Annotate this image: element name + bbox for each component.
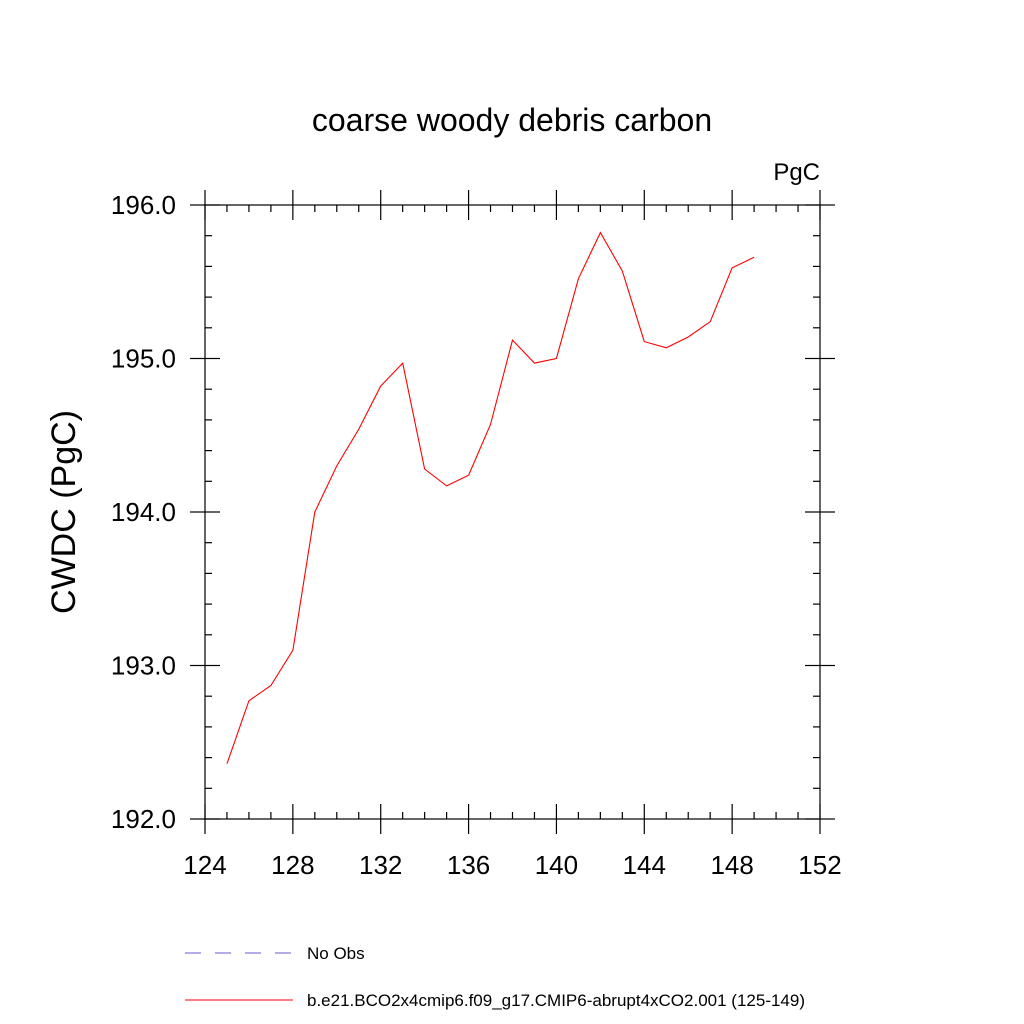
x-tick-label: 124: [183, 850, 226, 880]
data-point: [556, 358, 557, 359]
y-tick-label: 193.0: [111, 651, 176, 681]
data-point: [226, 763, 227, 764]
y-tick-label: 194.0: [111, 497, 176, 527]
legend: No Obs b.e21.BCO2x4cmip6.f09_g17.CMIP6-a…: [185, 944, 805, 1010]
data-point: [336, 465, 337, 466]
x-tick-label: 152: [798, 850, 841, 880]
data-point: [292, 650, 293, 651]
series-layer: [226, 231, 755, 764]
data-point: [578, 278, 579, 279]
data-point: [270, 685, 271, 686]
data-point: [512, 339, 513, 340]
y-tick-label: 196.0: [111, 190, 176, 220]
data-point: [600, 232, 601, 233]
data-point: [446, 485, 447, 486]
units-label: PgC: [773, 159, 820, 186]
x-tick-labels: 124 128 132 136 140 144 148 152: [183, 850, 841, 880]
data-point: [754, 257, 755, 258]
y-tick-label: 195.0: [111, 344, 176, 374]
data-point: [666, 347, 667, 348]
data-point: [688, 336, 689, 337]
x-tick-label: 132: [359, 850, 402, 880]
y-axis-label: CWDC (PgC): [45, 410, 83, 614]
data-point: [490, 424, 491, 425]
data-point: [468, 475, 469, 476]
x-tick-label: 148: [710, 850, 753, 880]
x-tick-label: 144: [623, 850, 666, 880]
plot-frame: [204, 204, 821, 820]
data-point: [358, 429, 359, 430]
data-point: [644, 341, 645, 342]
data-point: [710, 321, 711, 322]
y-tick-labels: 192.0 193.0 194.0 195.0 196.0: [111, 190, 176, 834]
data-point: [424, 468, 425, 469]
x-tick-label: 140: [535, 850, 578, 880]
data-point: [622, 270, 623, 271]
x-tick-label: 136: [447, 850, 490, 880]
data-point: [248, 700, 249, 701]
chart-title: coarse woody debris carbon: [312, 102, 712, 138]
x-tick-label: 128: [271, 850, 314, 880]
axis-ticks: [190, 190, 835, 834]
data-point: [534, 363, 535, 364]
data-point: [314, 511, 315, 512]
legend-label-model-run: b.e21.BCO2x4cmip6.f09_g17.CMIP6-abrupt4x…: [307, 991, 805, 1010]
series-line: [226, 231, 755, 764]
y-tick-label: 192.0: [111, 804, 176, 834]
data-point: [402, 363, 403, 364]
data-point: [380, 386, 381, 387]
data-point: [732, 267, 733, 268]
legend-label-no-obs: No Obs: [307, 944, 365, 963]
